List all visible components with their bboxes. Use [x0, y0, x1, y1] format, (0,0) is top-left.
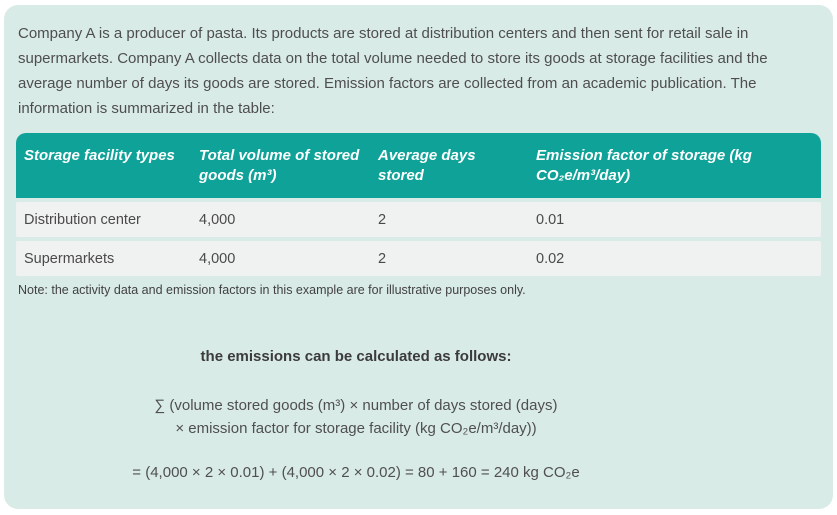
example-panel: Company A is a producer of pasta. Its pr… — [4, 5, 833, 509]
column-header-emission-factor: Emission factor of storage (kg CO₂e/m³/d… — [536, 147, 752, 184]
formula-line: × emission factor for storage facility (… — [175, 420, 537, 437]
cell-emission-factor: 0.01 — [536, 211, 565, 228]
column-header-average-days: Average days stored — [378, 147, 476, 184]
table-row: Supermarkets 4,000 2 0.02 — [16, 241, 821, 276]
intro-line: average number of days its goods are sto… — [18, 75, 757, 92]
cell-facility-type: Supermarkets — [24, 250, 115, 267]
calculation-heading: the emissions can be calculated as follo… — [200, 348, 512, 365]
intro-line: supermarkets. Company A collects data on… — [18, 50, 768, 67]
column-header-facility-types: Storage facility types — [24, 147, 175, 164]
intro-paragraph: Company A is a producer of pasta. Its pr… — [18, 21, 821, 121]
cell-average-days: 2 — [378, 211, 387, 228]
intro-line: information is summarized in the table: — [18, 100, 275, 117]
column-header-total-volume: Total volume of stored goods (m³) — [199, 147, 360, 184]
cell-facility-type: Distribution center — [24, 211, 141, 228]
intro-line: Company A is a producer of pasta. Its pr… — [18, 25, 749, 42]
cell-average-days: 2 — [378, 250, 387, 267]
calculation-formula: ∑ (volume stored goods (m³) × number of … — [16, 394, 696, 440]
cell-total-volume: 4,000 — [199, 250, 236, 267]
table-row: Distribution center 4,000 2 0.01 — [16, 202, 821, 237]
table-header-row: Storage facility types Total volume of s… — [16, 133, 821, 198]
cell-total-volume: 4,000 — [199, 211, 236, 228]
storage-data-table: Storage facility types Total volume of s… — [16, 133, 821, 276]
calculation-section: the emissions can be calculated as follo… — [16, 347, 696, 484]
calculation-result: = (4,000 × 2 × 0.01) + (4,000 × 2 × 0.02… — [132, 464, 580, 481]
cell-emission-factor: 0.02 — [536, 250, 565, 267]
formula-line: ∑ (volume stored goods (m³) × number of … — [154, 397, 558, 414]
table-footnote: Note: the activity data and emission fac… — [18, 283, 526, 297]
